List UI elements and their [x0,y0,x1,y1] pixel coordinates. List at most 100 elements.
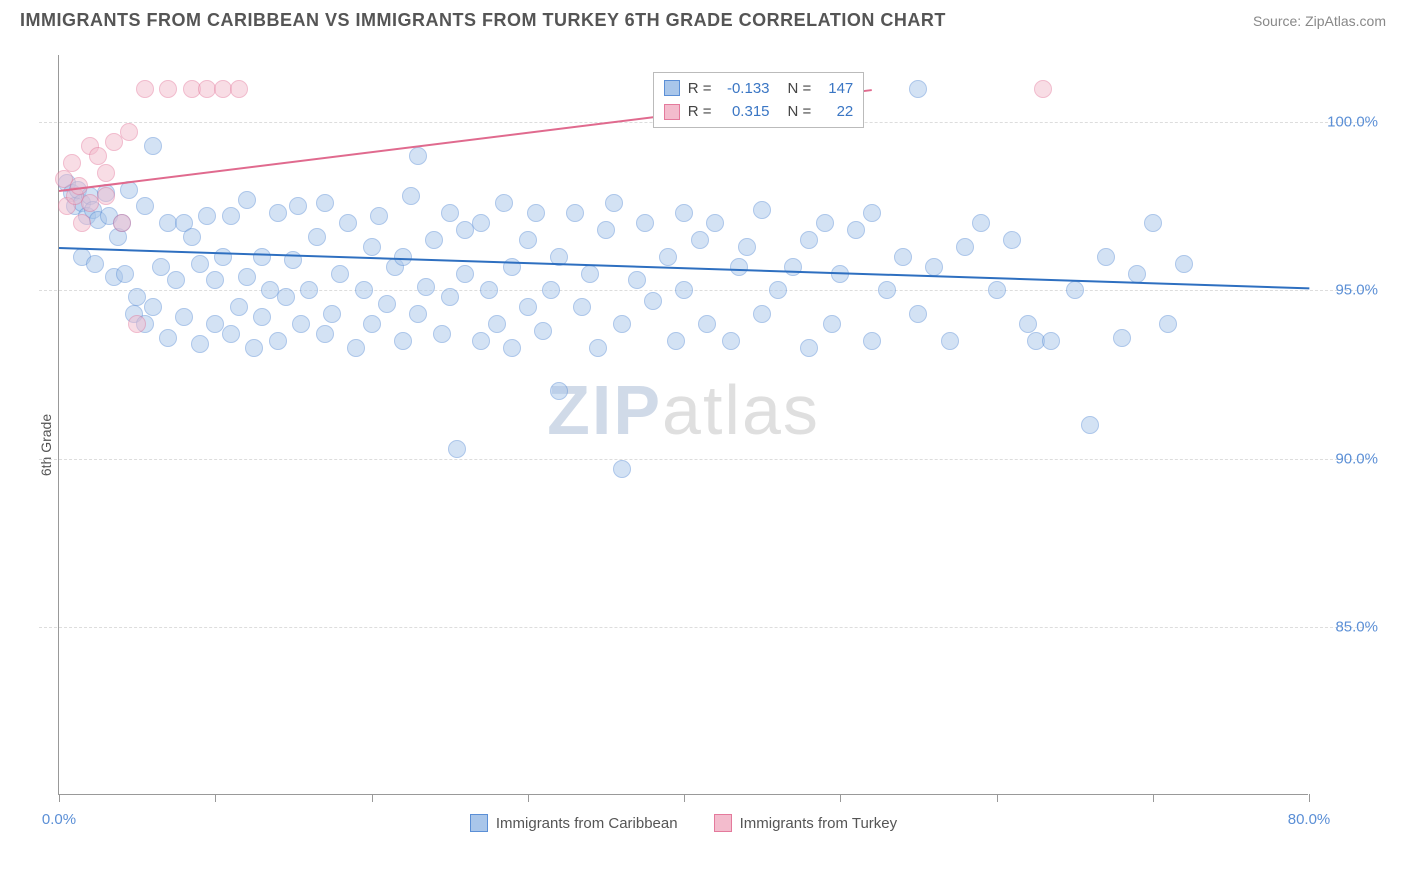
data-point [136,80,154,98]
data-point [534,322,552,340]
data-point [144,298,162,316]
data-point [394,248,412,266]
x-tick [372,794,373,802]
data-point [519,231,537,249]
data-point [448,440,466,458]
y-tick-label: 95.0% [1318,282,1378,299]
data-point [222,325,240,343]
data-point [167,271,185,289]
data-point [1097,248,1115,266]
data-point [597,221,615,239]
legend-label: Immigrants from Caribbean [496,815,678,832]
data-point [238,268,256,286]
x-tick [1309,794,1310,802]
data-point [1066,281,1084,299]
x-tick [1153,794,1154,802]
data-point [816,214,834,232]
x-tick [684,794,685,802]
data-point [113,214,131,232]
x-tick [997,794,998,802]
data-point [972,214,990,232]
data-point [183,228,201,246]
watermark: ZIPatlas [547,370,820,450]
data-point [667,332,685,350]
data-point [300,281,318,299]
stats-r-value: 0.315 [720,100,770,123]
data-point [909,305,927,323]
stats-n-value: 22 [819,100,853,123]
data-point [784,258,802,276]
data-point [691,231,709,249]
data-point [105,133,123,151]
data-point [1034,80,1052,98]
data-point [73,214,91,232]
data-point [347,339,365,357]
data-point [480,281,498,299]
data-point [644,292,662,310]
data-point [1113,329,1131,347]
data-point [136,197,154,215]
x-tick [59,794,60,802]
data-point [800,231,818,249]
data-point [409,147,427,165]
data-point [527,204,545,222]
data-point [863,204,881,222]
watermark-part1: ZIP [547,371,662,449]
data-point [378,295,396,313]
data-point [730,258,748,276]
data-point [433,325,451,343]
data-point [316,194,334,212]
data-point [116,265,134,283]
data-point [441,288,459,306]
stats-n-label: N = [788,100,812,123]
data-point [1042,332,1060,350]
data-point [894,248,912,266]
data-point [89,147,107,165]
data-point [323,305,341,323]
data-point [175,308,193,326]
data-point [198,207,216,225]
y-tick-label: 90.0% [1318,450,1378,467]
x-tick [528,794,529,802]
data-point [152,258,170,276]
data-point [753,305,771,323]
data-point [589,339,607,357]
data-point [823,315,841,333]
data-point [925,258,943,276]
data-point [456,265,474,283]
legend-label: Immigrants from Turkey [740,815,898,832]
data-point [191,335,209,353]
data-point [769,281,787,299]
x-tick [215,794,216,802]
chart-container: 6th Grade ZIPatlas 85.0%90.0%95.0%100.0%… [20,45,1386,845]
data-point [566,204,584,222]
data-point [988,281,1006,299]
data-point [659,248,677,266]
legend-item: Immigrants from Caribbean [470,814,678,832]
data-point [417,278,435,296]
data-point [847,221,865,239]
data-point [191,255,209,273]
stats-swatch [664,104,680,120]
data-point [706,214,724,232]
data-point [472,332,490,350]
data-point [238,191,256,209]
bottom-legend: Immigrants from Caribbean Immigrants from… [59,814,1308,832]
data-point [97,164,115,182]
data-point [441,204,459,222]
data-point [675,281,693,299]
data-point [253,248,271,266]
stats-n-label: N = [788,77,812,100]
data-point [613,460,631,478]
data-point [800,339,818,357]
data-point [394,332,412,350]
data-point [339,214,357,232]
data-point [488,315,506,333]
data-point [542,281,560,299]
stats-box: R =-0.133N =147R =0.315N =22 [653,72,865,129]
data-point [495,194,513,212]
data-point [206,271,224,289]
data-point [698,315,716,333]
data-point [636,214,654,232]
source-label: Source: ZipAtlas.com [1253,13,1386,29]
